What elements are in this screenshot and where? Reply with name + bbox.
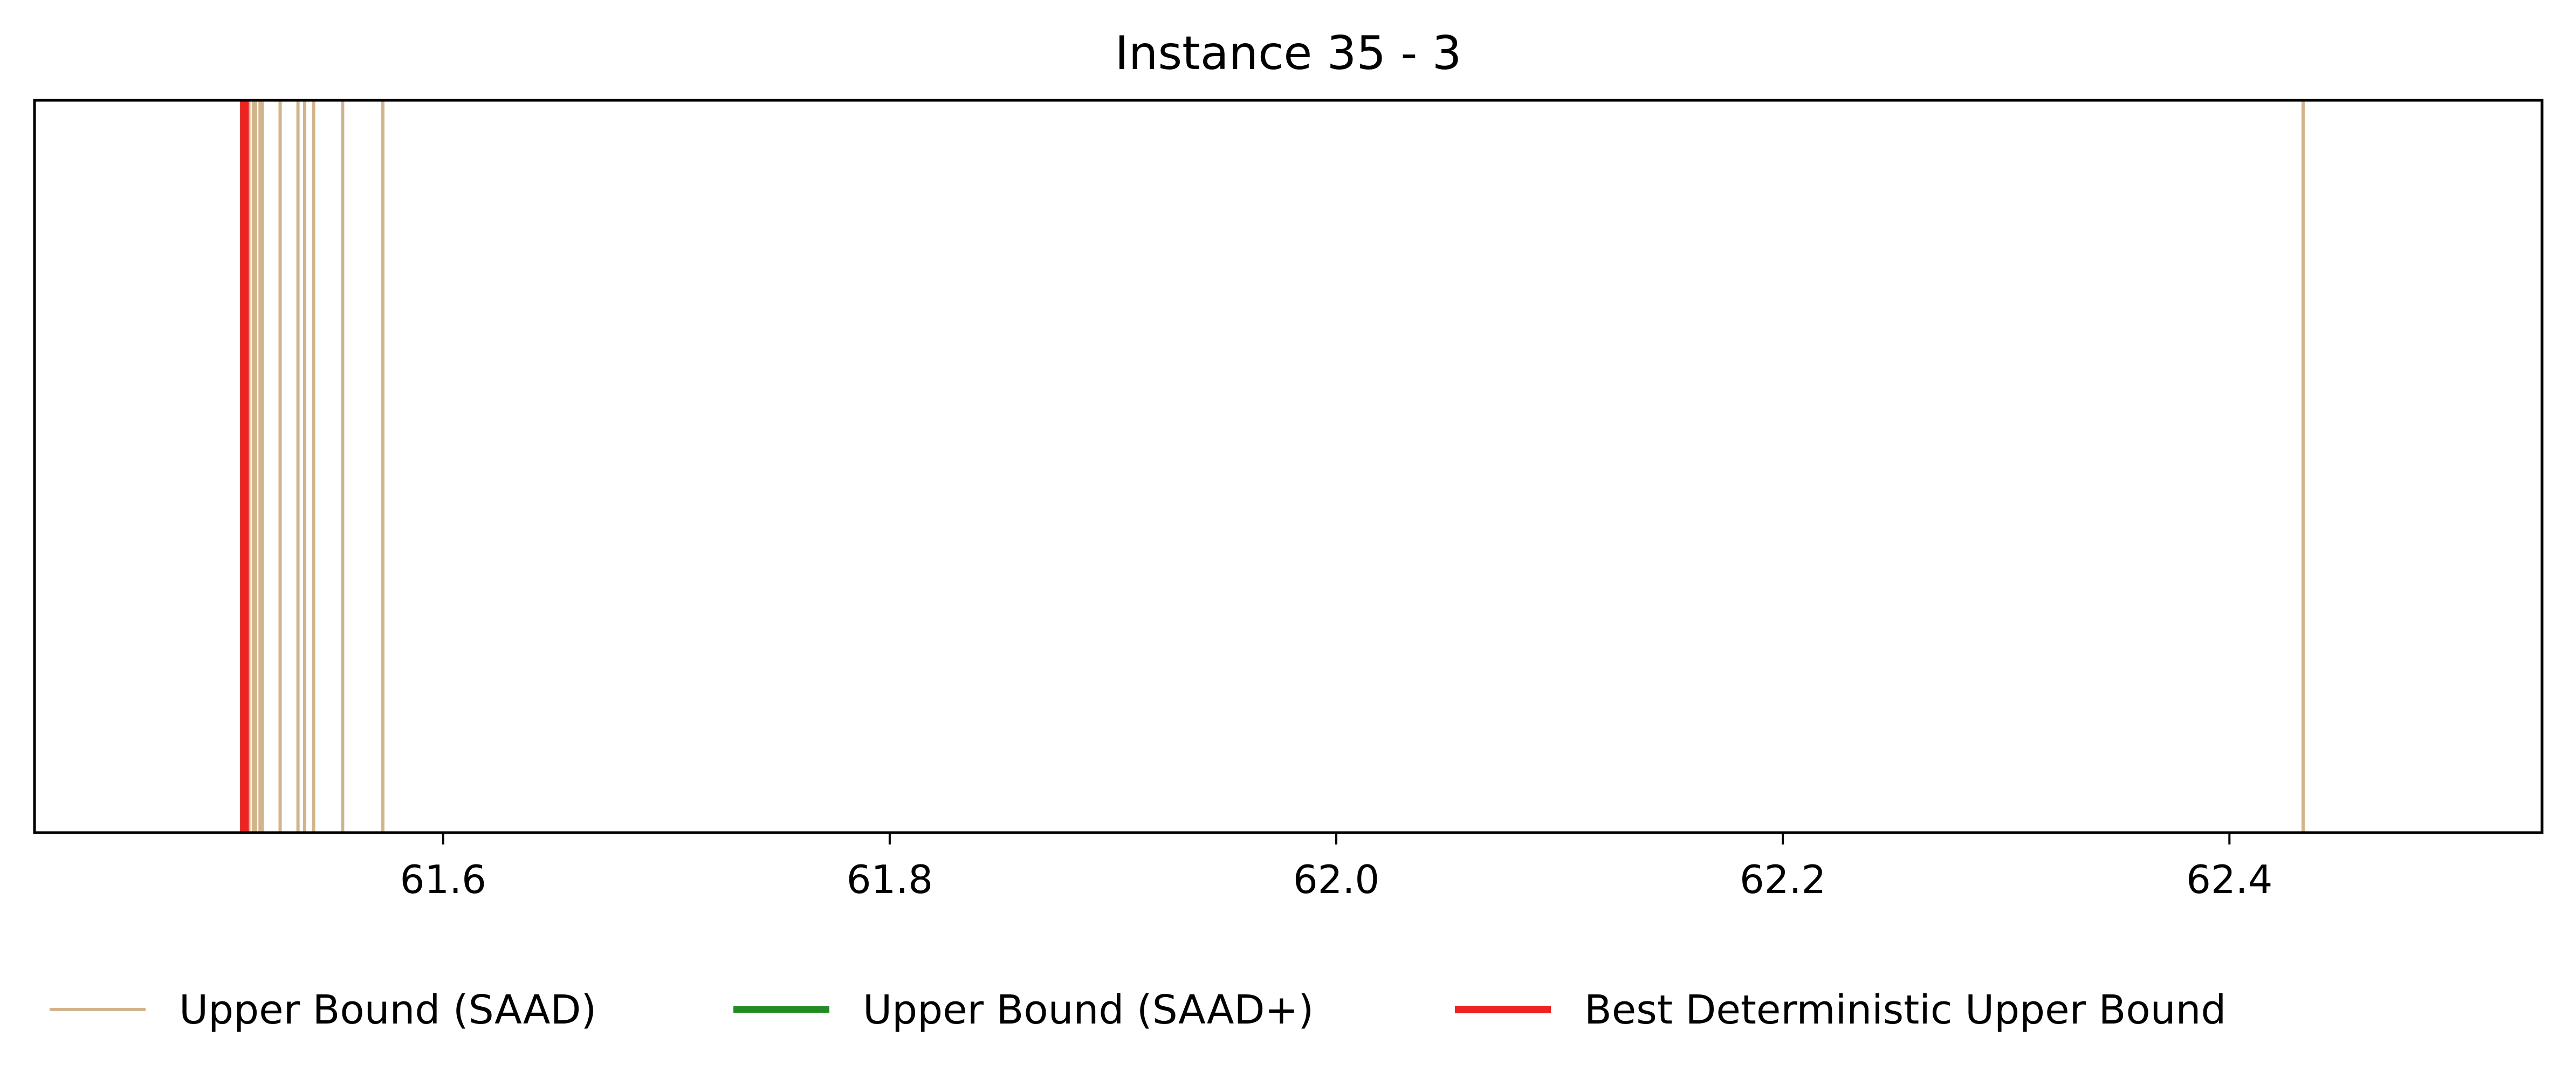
legend-label-1: Upper Bound (SAAD+) <box>863 987 1314 1033</box>
chart-title: Instance 35 - 3 <box>1115 26 1462 80</box>
legend-label-0: Upper Bound (SAAD) <box>179 987 596 1033</box>
legend: Upper Bound (SAAD) Upper Bound (SAAD+) Bes… <box>50 987 2226 1033</box>
x-tick-label-4: 62.4 <box>2186 857 2272 902</box>
series-0 <box>243 100 2305 833</box>
x-tick-label-3: 62.2 <box>1740 857 1826 902</box>
plot-frame <box>33 99 2544 834</box>
x-tick-label-1: 61.8 <box>847 857 933 902</box>
legend-label-2: Best Deterministic Upper Bound <box>1584 987 2226 1033</box>
x-axis: 61.6 61.8 62.0 62.2 62.4 <box>400 833 2272 902</box>
x-tick-label-2: 62.0 <box>1293 857 1379 902</box>
x-tick-label-0: 61.6 <box>400 857 486 902</box>
series-layer <box>240 100 2305 833</box>
